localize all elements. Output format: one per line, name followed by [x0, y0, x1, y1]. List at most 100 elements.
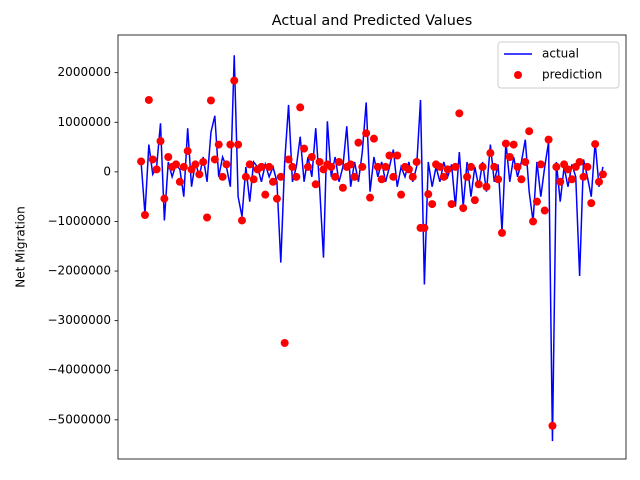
prediction-point — [261, 190, 270, 199]
prediction-point — [377, 175, 386, 184]
prediction-point — [210, 155, 219, 164]
prediction-point — [156, 137, 165, 146]
prediction-point — [269, 177, 278, 186]
prediction-point — [230, 76, 239, 85]
prediction-point — [144, 95, 153, 104]
prediction-point — [257, 162, 266, 171]
prediction-point — [206, 96, 215, 105]
plot-frame — [117, 34, 627, 460]
prediction-point — [265, 162, 274, 171]
prediction-point — [439, 172, 448, 181]
prediction-point — [338, 183, 347, 192]
prediction-point — [272, 194, 281, 203]
prediction-point — [408, 172, 417, 181]
y-tick-label: 1000000 — [58, 115, 111, 129]
prediction-point — [466, 162, 475, 171]
prediction-point — [385, 151, 394, 160]
prediction-point — [478, 162, 487, 171]
legend-label: actual — [542, 47, 579, 61]
prediction-point — [455, 109, 464, 118]
prediction-point — [307, 152, 316, 161]
prediction-point — [369, 134, 378, 143]
prediction-point — [482, 182, 491, 191]
y-tick-label: −4000000 — [48, 363, 112, 377]
prediction-point — [579, 172, 588, 181]
prediction-point — [494, 175, 503, 184]
prediction-point — [598, 170, 607, 179]
prediction-point — [501, 139, 510, 148]
prediction-point — [509, 140, 518, 149]
prediction-point — [249, 175, 258, 184]
prediction-point — [346, 160, 355, 169]
prediction-point — [191, 160, 200, 169]
prediction-point — [443, 165, 452, 174]
prediction-point — [175, 177, 184, 186]
y-tick-label: 0 — [103, 164, 111, 178]
prediction-point — [358, 162, 367, 171]
prediction-point — [237, 216, 246, 225]
prediction-point — [536, 160, 545, 169]
prediction-point — [517, 175, 526, 184]
prediction-point — [532, 197, 541, 206]
prediction-point — [591, 140, 600, 149]
prediction-point — [486, 149, 495, 158]
prediction-point — [152, 165, 161, 174]
prediction-point — [529, 217, 538, 226]
prediction-point — [548, 421, 557, 430]
prediction-point — [470, 196, 479, 205]
prediction-point — [595, 177, 604, 186]
prediction-point — [214, 140, 223, 149]
prediction-point — [292, 172, 301, 181]
prediction-point — [311, 180, 320, 189]
prediction-point — [195, 170, 204, 179]
prediction-point — [303, 162, 312, 171]
prediction-point — [404, 165, 413, 174]
y-tick-label: 2000000 — [58, 65, 111, 79]
prediction-point — [245, 160, 254, 169]
prediction-point — [241, 172, 250, 181]
y-tick-label: −5000000 — [48, 412, 112, 426]
prediction-point — [172, 160, 181, 169]
prediction-point — [331, 172, 340, 181]
prediction-point — [451, 162, 460, 171]
prediction-point — [563, 165, 572, 174]
prediction-point — [544, 135, 553, 144]
prediction-point — [373, 162, 382, 171]
prediction-point — [575, 157, 584, 166]
prediction-point — [327, 162, 336, 171]
chart-title: Actual and Predicted Values — [272, 13, 472, 29]
prediction-point — [428, 200, 437, 209]
prediction-point — [183, 147, 192, 156]
prediction-point — [179, 162, 188, 171]
prediction-point — [300, 144, 309, 153]
prediction-point — [296, 103, 305, 112]
prediction-point — [540, 206, 549, 215]
prediction-point — [354, 138, 363, 147]
prediction-point — [315, 157, 324, 166]
prediction-point — [463, 172, 472, 181]
legend-label: prediction — [542, 68, 602, 82]
prediction-point — [389, 172, 398, 181]
prediction-point — [447, 200, 456, 209]
prediction-point — [556, 177, 565, 186]
prediction-point — [222, 160, 231, 169]
prediction-point — [567, 175, 576, 184]
prediction-point — [525, 127, 534, 136]
prediction-point — [140, 211, 149, 220]
prediction-point — [474, 180, 483, 189]
y-tick-label: −1000000 — [48, 214, 112, 228]
prediction-point — [218, 172, 227, 181]
prediction-point — [505, 152, 514, 161]
prediction-point — [335, 157, 344, 166]
prediction-point — [164, 152, 173, 161]
prediction-point — [350, 172, 359, 181]
prediction-point — [420, 223, 429, 232]
prediction-point — [362, 129, 371, 138]
prediction-point — [284, 155, 293, 164]
prediction-point — [459, 204, 468, 213]
y-tick-label: −3000000 — [48, 313, 112, 327]
prediction-point — [226, 140, 235, 149]
prediction-point — [203, 213, 212, 222]
actual-line — [140, 55, 604, 442]
